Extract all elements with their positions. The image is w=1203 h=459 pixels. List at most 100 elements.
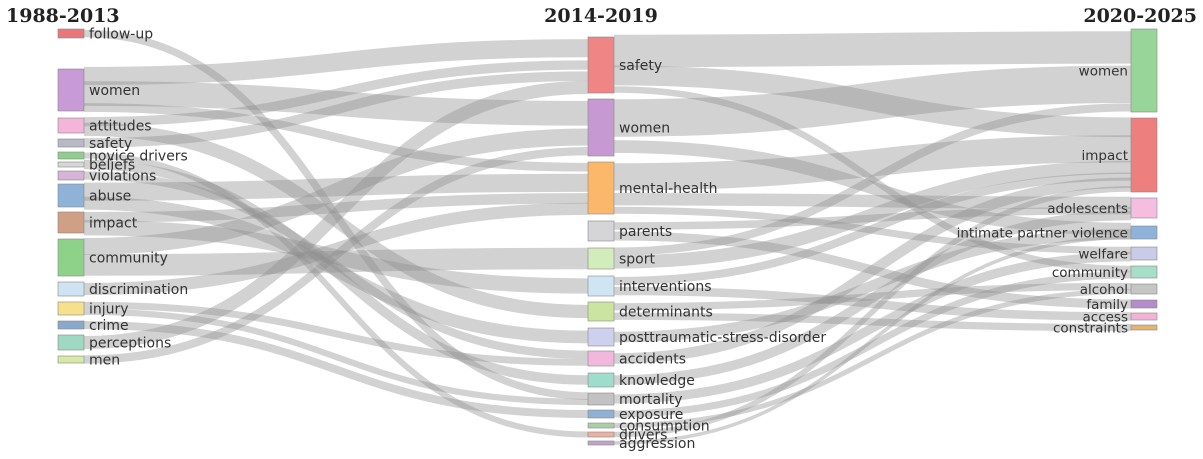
period-title-1988-2013: 1988-2013 (6, 5, 120, 27)
node-m-interventions (587, 275, 615, 297)
node-l-impact (57, 211, 85, 234)
node-m-exposure (587, 409, 615, 419)
node-r-community (1130, 265, 1158, 279)
label-r-welfare: welfare (1078, 247, 1128, 263)
flow-l-novice-drivers-to-m-drivers (83, 152, 589, 438)
flow-m-parents-to-r-adolescents (613, 206, 1132, 230)
node-m-determinants (587, 301, 615, 322)
label-m-consumption: consumption (619, 419, 710, 435)
label-m-sport: sport (619, 252, 656, 268)
node-m-knowledge (587, 372, 615, 388)
flow-m-exposure-to-r-community (613, 271, 1132, 418)
label-m-mental-health: mental-health (619, 181, 717, 197)
flow-m-sport-to-r-impact (613, 160, 1132, 269)
label-m-knowledge: knowledge (619, 373, 695, 389)
node-l-novice-drivers (57, 151, 85, 160)
node-l-violations (57, 170, 85, 181)
flow-m-safety-to-r-impact (613, 65, 1132, 138)
flow-m-mental-health-to-r-impact (613, 135, 1132, 191)
node-m-mortality (587, 392, 615, 406)
node-r-impact (1130, 117, 1158, 193)
label-m-drivers: drivers (619, 428, 667, 444)
label-r-access: access (1083, 310, 1129, 326)
label-l-impact: impact (89, 216, 138, 232)
label-l-community: community (89, 251, 168, 267)
flow-l-attitudes-to-m-determinants (83, 122, 589, 319)
label-l-injury: injury (89, 302, 129, 318)
label-r-community: community (1052, 265, 1128, 281)
period-title-2014-2019: 2014-2019 (544, 5, 658, 27)
node-r-women (1130, 28, 1158, 113)
node-l-follow-up (57, 28, 85, 39)
flow-l-crime-to-m-exposure (83, 321, 589, 418)
node-m-parents (587, 220, 615, 242)
flow-m-drivers-to-r-impact (613, 186, 1132, 438)
flow-m-aggression-to-r-ipv (613, 235, 1132, 445)
label-l-beliefs: beliefs (89, 158, 135, 174)
flow-l-safety-to-m-safety (83, 71, 589, 148)
label-r-family: family (1086, 297, 1128, 313)
label-m-parents: parents (619, 224, 672, 240)
node-m-accidents (587, 350, 615, 367)
label-m-safety: safety (619, 58, 662, 74)
flow-l-perceptions-to-m-safety (83, 80, 589, 350)
label-m-ptsd: posttraumatic-stress-disorder (619, 330, 826, 346)
node-m-sport (587, 247, 615, 270)
label-m-exposure: exposure (619, 407, 683, 423)
flow-m-ptsd-to-r-ipv (613, 228, 1132, 343)
node-l-injury (57, 301, 85, 316)
node-m-mental-health (587, 161, 615, 215)
label-l-men: men (89, 353, 120, 369)
node-r-adolescents (1130, 197, 1158, 219)
label-l-violations: violations (89, 169, 156, 185)
node-r-constraints (1130, 324, 1158, 331)
label-l-abuse: abuse (89, 189, 131, 205)
node-m-drivers (587, 431, 615, 438)
node-l-perceptions (57, 334, 85, 351)
flow-m-safety-to-r-women (613, 31, 1132, 68)
label-r-ipv: intimate partner violence (957, 226, 1128, 242)
flow-l-impact-to-m-mental-health (83, 193, 589, 223)
flow-m-interventions-to-r-access (613, 286, 1132, 321)
flow-l-community-to-m-women (83, 128, 589, 255)
flow-l-injury-to-m-mortality (83, 308, 589, 406)
flow-m-safety-to-r-community (613, 86, 1132, 273)
label-r-impact: impact (1082, 148, 1128, 164)
node-l-safety (57, 138, 85, 148)
node-m-aggression (587, 440, 615, 446)
label-l-attitudes: attitudes (89, 119, 152, 135)
flow-l-men-to-m-women (83, 147, 589, 364)
flow-l-community-to-m-sport (83, 247, 589, 276)
node-l-men (57, 355, 85, 364)
flow-l-follow-up-to-m-mortality (83, 29, 589, 400)
flow-m-mortality-to-r-welfare (613, 252, 1132, 404)
node-l-discrimination (57, 281, 85, 297)
label-r-alcohol: alcohol (1080, 282, 1128, 298)
label-l-safety: safety (89, 136, 132, 152)
node-r-family (1130, 299, 1158, 309)
label-l-women: women (89, 83, 140, 99)
label-m-accidents: accidents (619, 352, 686, 368)
flow-l-women-to-m-safety (83, 39, 589, 86)
flow-layer (83, 29, 1132, 445)
label-l-novice-drivers: novice drivers (89, 149, 188, 165)
flow-m-knowledge-to-r-adolescents (613, 210, 1132, 385)
label-m-interventions: interventions (619, 279, 712, 295)
flow-l-injury-to-m-accidents (83, 301, 589, 366)
label-l-follow-up: follow-up (89, 27, 153, 43)
flow-l-abuse-to-m-mental-health (83, 173, 589, 201)
label-l-discrimination: discrimination (89, 282, 188, 298)
flow-m-women-to-r-women (613, 65, 1132, 137)
label-m-determinants: determinants (619, 305, 713, 321)
flow-l-women-to-m-mental-health (83, 103, 589, 172)
flow-l-violations-to-m-accidents (83, 171, 589, 359)
node-r-welfare (1130, 246, 1158, 261)
flow-m-consumption-to-r-alcohol (613, 289, 1132, 428)
node-r-alcohol (1130, 283, 1158, 295)
node-l-community (57, 238, 85, 277)
flow-m-accidents-to-r-impact (613, 177, 1132, 364)
node-l-crime (57, 320, 85, 330)
period-title-2020-2025: 2020-2025 (1083, 5, 1197, 27)
